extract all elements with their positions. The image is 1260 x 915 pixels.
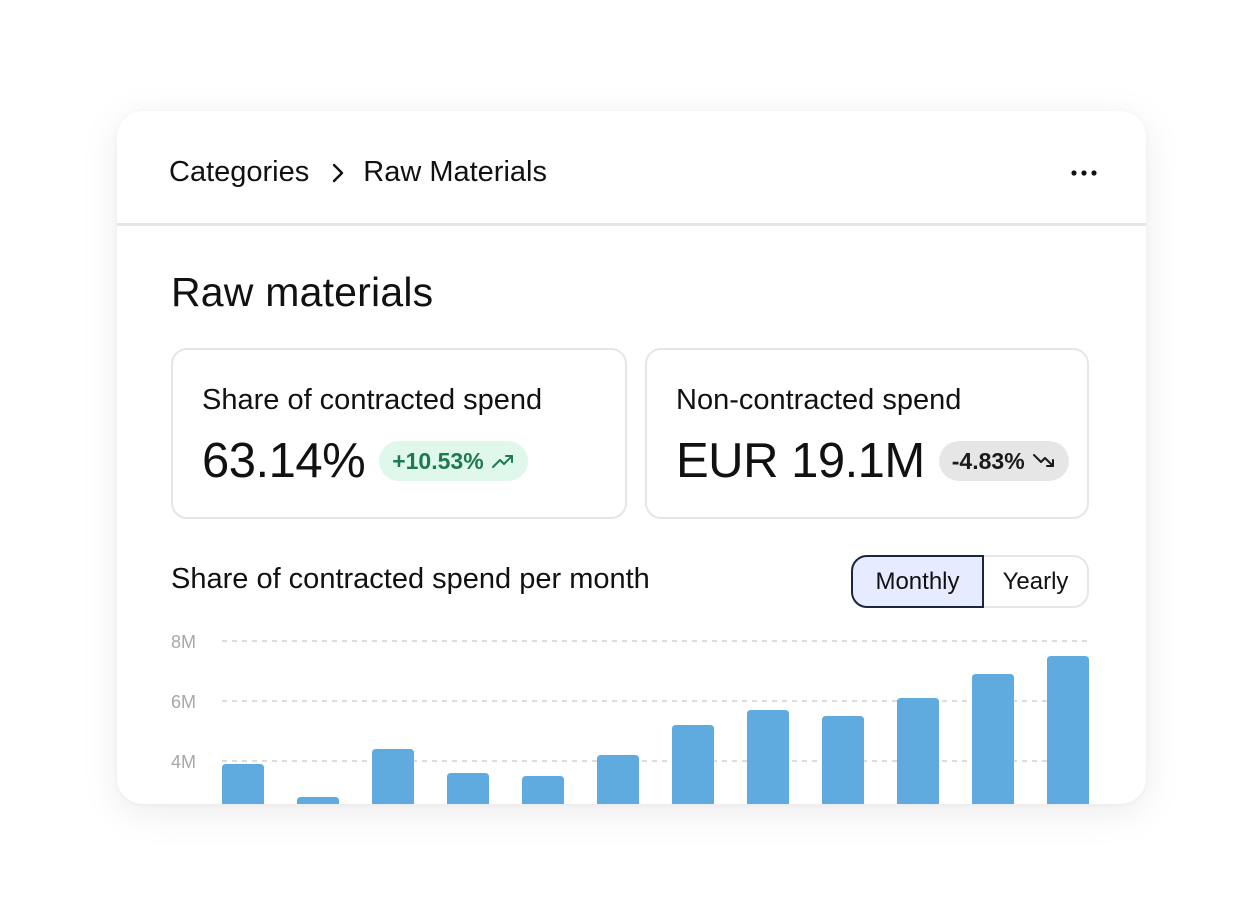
toggle-monthly[interactable]: Monthly bbox=[851, 555, 984, 608]
trending-up-icon bbox=[491, 455, 513, 468]
bar-9[interactable] bbox=[822, 716, 864, 804]
kpi-value: EUR 19.1M bbox=[676, 434, 925, 488]
bar-11[interactable] bbox=[972, 674, 1014, 804]
breadcrumb-current: Raw Materials bbox=[363, 156, 547, 188]
chevron-right-icon bbox=[331, 162, 345, 184]
bar-5[interactable] bbox=[522, 776, 564, 804]
bar-7[interactable] bbox=[672, 725, 714, 804]
card-header: Categories Raw Materials bbox=[117, 111, 1146, 226]
change-badge-up: +10.53% bbox=[379, 441, 528, 481]
breadcrumb-categories-link[interactable]: Categories bbox=[169, 156, 310, 188]
page-title: Raw materials bbox=[171, 269, 434, 315]
raw-materials-card: Categories Raw Materials Raw materials S… bbox=[117, 111, 1146, 804]
bar-3[interactable] bbox=[372, 749, 414, 804]
bar-1[interactable] bbox=[222, 764, 264, 804]
change-badge-down: -4.83% bbox=[938, 441, 1069, 481]
breadcrumb: Categories Raw Materials bbox=[169, 156, 547, 189]
y-tick-label: 6M bbox=[171, 692, 196, 712]
change-value: +10.53% bbox=[392, 447, 484, 474]
more-options-button[interactable] bbox=[1066, 155, 1102, 191]
toggle-yearly[interactable]: Yearly bbox=[1002, 567, 1069, 595]
bar-12[interactable] bbox=[1047, 656, 1089, 804]
bar-10[interactable] bbox=[897, 698, 939, 804]
bar-8[interactable] bbox=[747, 710, 789, 804]
change-value: -4.83% bbox=[951, 447, 1025, 474]
kpi-card-contracted-share: Share of contracted spend 63.14% +10.53% bbox=[171, 348, 627, 519]
trending-down-icon bbox=[1032, 454, 1054, 467]
bar-6[interactable] bbox=[597, 755, 639, 804]
contracted-spend-bar-chart: 4M 6M 8M bbox=[171, 632, 1090, 804]
kpi-label: Share of contracted spend bbox=[202, 384, 543, 416]
more-horizontal-icon bbox=[1071, 170, 1097, 176]
kpi-label: Non-contracted spend bbox=[676, 384, 962, 416]
chart-title: Share of contracted spend per month bbox=[171, 563, 650, 595]
kpi-card-non-contracted-spend: Non-contracted spend EUR 19.1M -4.83% bbox=[645, 348, 1089, 519]
y-tick-label: 8M bbox=[171, 632, 196, 652]
bar-2[interactable] bbox=[297, 797, 339, 804]
y-tick-label: 4M bbox=[171, 752, 196, 772]
period-toggle: Monthly Yearly bbox=[851, 555, 1089, 608]
kpi-value: 63.14% bbox=[202, 434, 366, 488]
bar-4[interactable] bbox=[447, 773, 489, 804]
